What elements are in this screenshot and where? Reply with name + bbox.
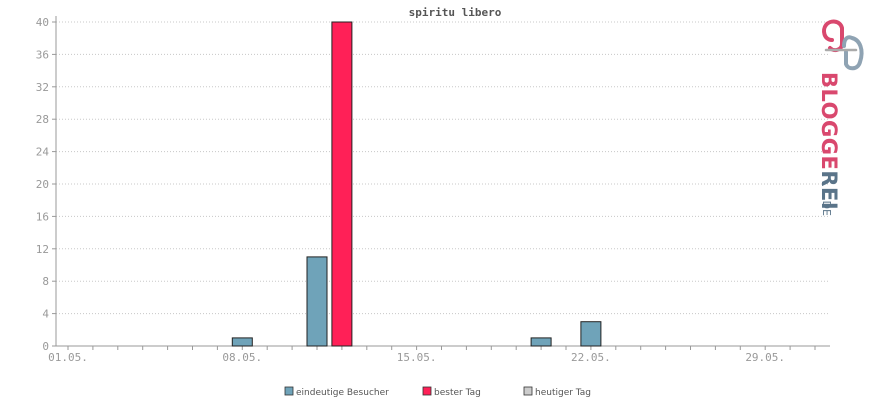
- y-tick-label: 20: [36, 178, 49, 191]
- y-tick-label: 8: [42, 275, 49, 288]
- y-tick-label: 0: [42, 340, 49, 353]
- y-axis-ticks: 0 4 8 12 16 20 24 28 32 36 40: [36, 16, 56, 353]
- chart-title: spiritu libero: [409, 6, 502, 19]
- y-tick-label: 32: [36, 81, 49, 94]
- y-tick-label: 28: [36, 113, 49, 126]
- bars: [231, 21, 602, 347]
- y-tick-label: 36: [36, 48, 49, 61]
- y-tick-label: 24: [36, 146, 50, 159]
- axes: [55, 16, 830, 347]
- legend-label: heutiger Tag: [535, 388, 591, 398]
- y-tick-label: 12: [36, 243, 49, 256]
- x-tick-label: 22.05.: [571, 351, 611, 364]
- logo-domain: .DE: [820, 197, 833, 216]
- bar: [530, 337, 552, 347]
- x-tick-label: 29.05.: [745, 351, 785, 364]
- legend-label: bester Tag: [434, 388, 481, 398]
- bloggerei-logo: BLOGGEREI .DE: [817, 19, 864, 216]
- legend-swatch: [523, 386, 533, 396]
- x-axis-ticks: 01.05. 08.05. 15.05. 22.05. 29.05.: [48, 346, 816, 364]
- y-tick-label: 16: [36, 210, 49, 223]
- legend-swatch: [422, 386, 432, 396]
- legend: eindeutige Besucher bester Tag heutiger Ta…: [284, 386, 591, 398]
- legend-label: eindeutige Besucher: [296, 388, 389, 398]
- y-tick-label: 40: [36, 16, 49, 29]
- bar: [306, 256, 328, 347]
- x-tick-label: 15.05.: [397, 351, 437, 364]
- y-tick-label: 4: [42, 308, 49, 321]
- logo-mark-icon: [822, 19, 864, 71]
- bar: [231, 337, 253, 347]
- x-tick-label: 08.05.: [222, 351, 262, 364]
- logo-text-suffix: REI: [817, 170, 841, 210]
- bar: [331, 21, 353, 347]
- legend-swatch: [284, 386, 294, 396]
- logo-text: BLOGGEREI: [817, 72, 841, 210]
- bar: [580, 321, 602, 347]
- x-tick-label: 01.05.: [48, 351, 88, 364]
- grid-lines: [56, 21, 830, 315]
